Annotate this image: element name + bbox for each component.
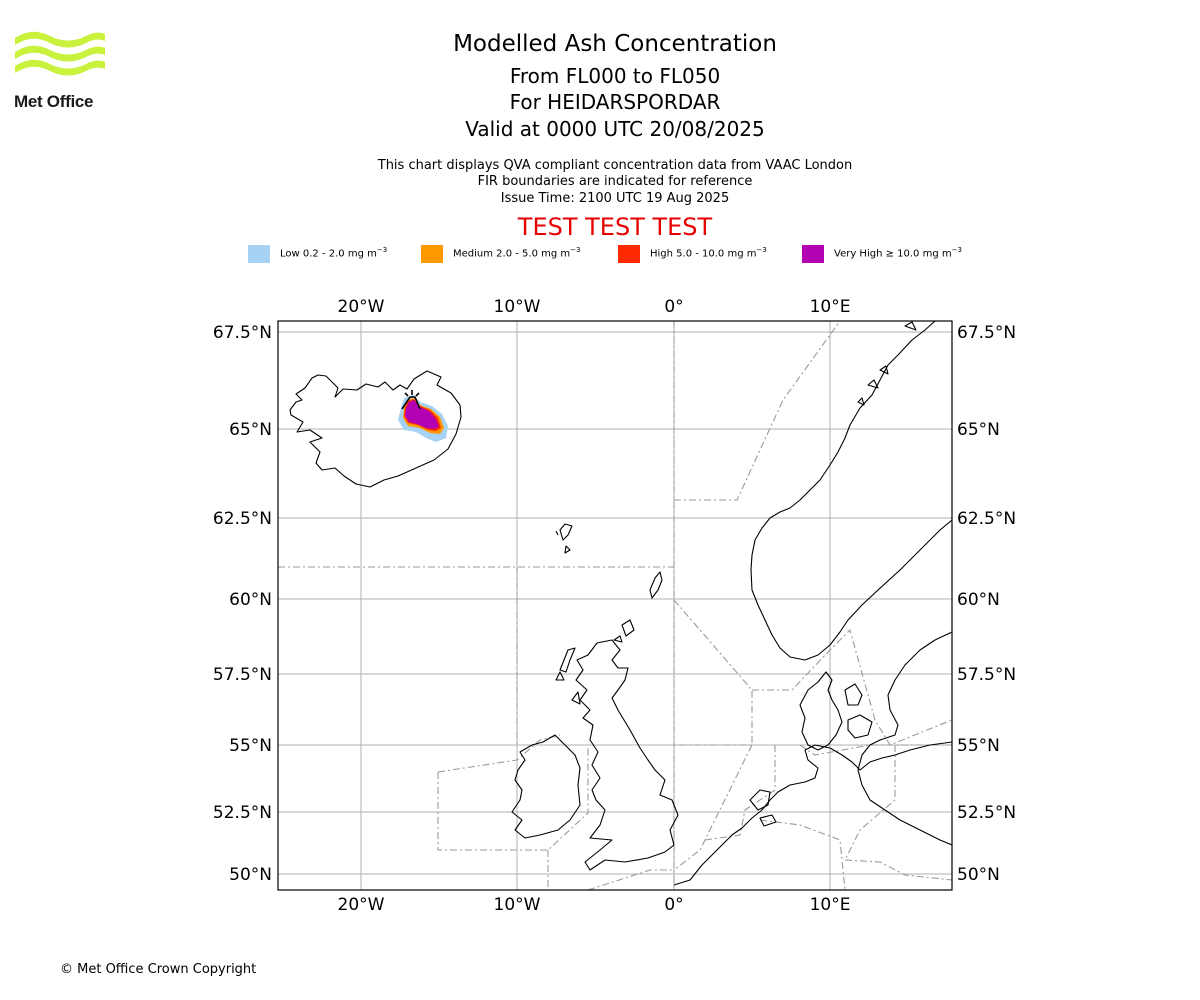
lat-label: 52.5°N bbox=[213, 803, 272, 823]
lat-label: 50°N bbox=[229, 865, 272, 885]
chart-title: Modelled Ash Concentration bbox=[453, 31, 777, 57]
met-office-wave-icon bbox=[15, 31, 105, 76]
fir-note: FIR boundaries are indicated for referen… bbox=[477, 174, 753, 189]
copyright-notice: © Met Office Crown Copyright bbox=[60, 962, 257, 977]
lon-label: 10°W bbox=[494, 297, 541, 317]
issue-time: Issue Time: 2100 UTC 19 Aug 2025 bbox=[500, 191, 730, 206]
map-frame bbox=[277, 320, 953, 891]
lat-label: 52.5°N bbox=[957, 803, 1016, 823]
lon-label: 10°E bbox=[810, 297, 851, 317]
logo-text: Met Office bbox=[14, 92, 94, 111]
volcano-subtitle: For HEIDARSPORDAR bbox=[509, 90, 721, 114]
legend-label-very-high: Very High ≥ 10.0 mg m−3 bbox=[834, 246, 962, 260]
legend-swatch-very-high bbox=[802, 245, 824, 263]
test-banner: TEST TEST TEST bbox=[517, 213, 713, 241]
lat-label: 55°N bbox=[957, 736, 1000, 756]
ireland-coast bbox=[511, 734, 581, 839]
norway-coast bbox=[750, 321, 952, 661]
coastlines bbox=[289, 321, 952, 886]
longitude-labels-bottom: 20°W 10°W 0° 10°E bbox=[338, 895, 851, 915]
ash-very-high bbox=[405, 400, 439, 429]
valid-time-subtitle: Valid at 0000 UTC 20/08/2025 bbox=[465, 117, 765, 141]
compliance-note: This chart displays QVA compliant concen… bbox=[377, 158, 853, 173]
legend-label-high: High 5.0 - 10.0 mg m−3 bbox=[650, 246, 767, 260]
graticule bbox=[278, 321, 952, 890]
latitude-labels-right: 67.5°N 65°N 62.5°N 60°N 57.5°N 55°N 52.5… bbox=[957, 323, 1016, 885]
lon-label: 10°W bbox=[494, 895, 541, 915]
lon-label: 20°W bbox=[338, 297, 385, 317]
lat-label: 57.5°N bbox=[213, 665, 272, 685]
legend-swatch-medium bbox=[421, 245, 443, 263]
lon-label: 0° bbox=[664, 297, 683, 317]
lat-label: 67.5°N bbox=[213, 323, 272, 343]
latitude-labels-left: 67.5°N 65°N 62.5°N 60°N 57.5°N 55°N 52.5… bbox=[213, 323, 272, 885]
flight-level-subtitle: From FL000 to FL050 bbox=[509, 64, 721, 88]
met-office-logo: Met Office bbox=[14, 30, 109, 115]
fir-boundaries bbox=[278, 321, 952, 890]
lat-label: 67.5°N bbox=[957, 323, 1016, 343]
lat-label: 57.5°N bbox=[957, 665, 1016, 685]
iceland-coast bbox=[289, 370, 462, 488]
volcano-icon bbox=[401, 390, 421, 410]
legend-label-medium: Medium 2.0 - 5.0 mg m−3 bbox=[453, 246, 581, 260]
lat-label: 65°N bbox=[229, 420, 272, 440]
legend-swatch-high bbox=[618, 245, 640, 263]
lat-label: 65°N bbox=[957, 420, 1000, 440]
lat-label: 50°N bbox=[957, 865, 1000, 885]
ash-plume bbox=[398, 395, 448, 442]
denmark-coast bbox=[799, 671, 843, 751]
lat-label: 62.5°N bbox=[957, 509, 1016, 529]
continent-coast bbox=[673, 741, 952, 886]
lon-label: 10°E bbox=[810, 895, 851, 915]
legend-swatch-low bbox=[248, 245, 270, 263]
lon-label: 0° bbox=[664, 895, 683, 915]
lat-label: 60°N bbox=[957, 590, 1000, 610]
lat-label: 55°N bbox=[229, 736, 272, 756]
lon-label: 20°W bbox=[338, 895, 385, 915]
great-britain-coast bbox=[575, 639, 679, 871]
lat-label: 60°N bbox=[229, 590, 272, 610]
legend-label-low: Low 0.2 - 2.0 mg m−3 bbox=[280, 246, 388, 260]
longitude-labels-top: 20°W 10°W 0° 10°E bbox=[338, 297, 851, 317]
lat-label: 62.5°N bbox=[213, 509, 272, 529]
